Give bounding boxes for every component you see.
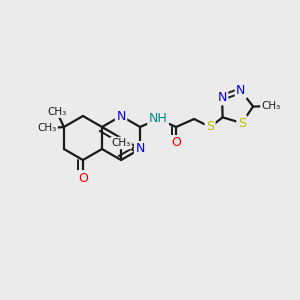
- Text: N: N: [218, 91, 227, 104]
- Text: O: O: [78, 172, 88, 184]
- Text: CH₃: CH₃: [47, 106, 66, 117]
- Text: O: O: [171, 136, 181, 149]
- Text: S: S: [206, 121, 214, 134]
- Text: CH₃: CH₃: [262, 101, 281, 111]
- Text: N: N: [135, 142, 145, 155]
- Text: CH₃: CH₃: [37, 124, 57, 134]
- Text: NH: NH: [149, 112, 167, 125]
- Text: S: S: [238, 116, 246, 130]
- Text: N: N: [116, 110, 126, 122]
- Text: N: N: [236, 84, 246, 97]
- Text: CH₃: CH₃: [111, 138, 131, 148]
